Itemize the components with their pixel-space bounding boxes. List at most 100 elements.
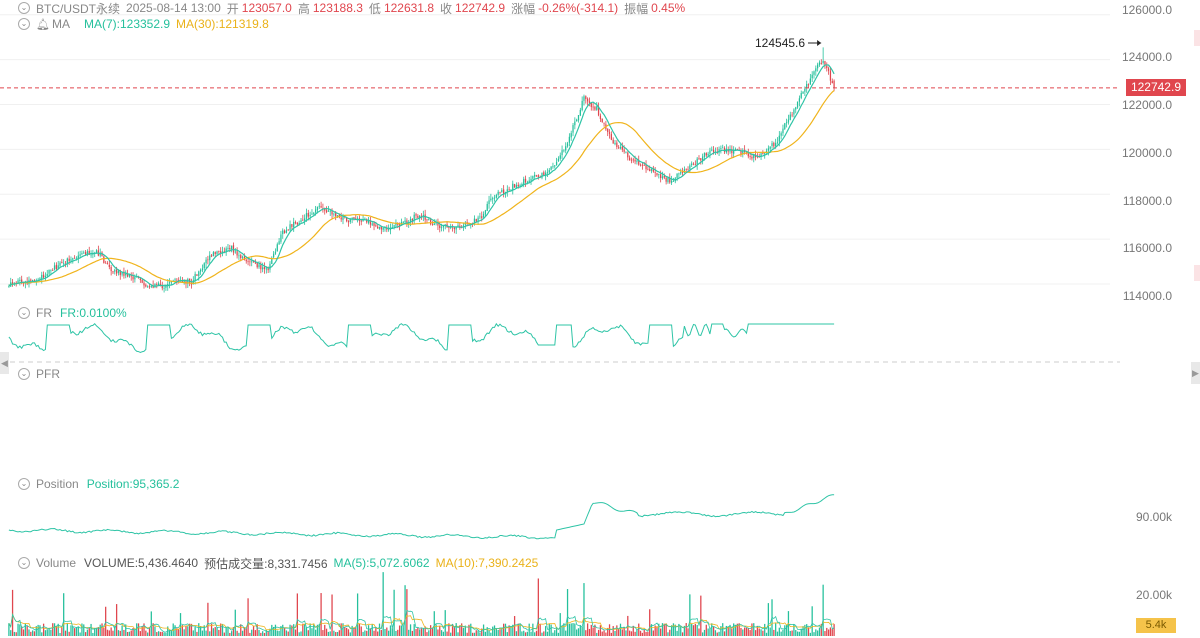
scroll-left-icon[interactable]: ◀ xyxy=(0,352,9,374)
chevron-down-icon[interactable]: ⌄ xyxy=(18,307,30,319)
volume-bar xyxy=(678,623,680,636)
volume-bar xyxy=(495,628,497,636)
volume-bar xyxy=(437,629,439,636)
volume-value: VOLUME:5,436.4640 xyxy=(84,556,199,570)
candle-body xyxy=(265,268,267,270)
volume-bar xyxy=(165,632,167,636)
volume-bar xyxy=(150,611,152,636)
candle-body xyxy=(818,62,821,65)
candle-body xyxy=(621,146,623,150)
volume-bar xyxy=(88,627,90,636)
candle-body xyxy=(156,283,158,285)
volume-bar xyxy=(125,624,127,636)
candle-body xyxy=(720,148,722,149)
chevron-down-icon[interactable]: ⌄ xyxy=(18,478,30,490)
volume-bar xyxy=(638,623,640,636)
volume-bar xyxy=(19,624,21,636)
volume-bar xyxy=(526,631,529,636)
volume-bar xyxy=(48,628,50,636)
bell-icon[interactable]: 🔔︎ xyxy=(36,18,50,31)
candle-body xyxy=(793,109,795,115)
volume-bar xyxy=(765,632,768,636)
volume-bar xyxy=(716,632,718,636)
volume-bar xyxy=(313,623,315,636)
volume-bar xyxy=(743,627,746,636)
candle-body xyxy=(285,230,288,233)
candle-body xyxy=(656,173,658,175)
volume-bar xyxy=(227,627,229,636)
candle-body xyxy=(634,159,636,162)
volume-bar xyxy=(534,632,536,636)
volume-bar xyxy=(492,626,494,636)
volume-bar xyxy=(402,627,404,636)
candle-body xyxy=(324,208,326,211)
volume-bar xyxy=(143,623,145,636)
volume-bar xyxy=(428,630,430,636)
price-tick: 122000.0 xyxy=(1121,98,1172,112)
volume-bar xyxy=(22,629,25,636)
volume-bar xyxy=(159,631,162,636)
candle-body xyxy=(800,93,802,98)
volume-bar xyxy=(391,628,393,636)
candle-body xyxy=(353,217,355,219)
candle-body xyxy=(661,176,664,179)
candle-body xyxy=(734,149,737,150)
volume-bar xyxy=(738,623,740,636)
volume-bar xyxy=(829,627,832,636)
pfr-header: ⌄ PFR xyxy=(18,366,68,382)
change-value: -0.26%(-314.1) xyxy=(538,1,619,15)
candle-body xyxy=(194,273,196,280)
volume-bar xyxy=(199,625,202,636)
pfr-label: PFR xyxy=(36,367,60,381)
candle-body xyxy=(537,175,539,177)
volume-bar xyxy=(351,625,353,636)
volume-bar xyxy=(714,630,717,636)
volume-bars[interactable] xyxy=(8,572,835,636)
volume-bar xyxy=(90,623,92,636)
volume-bar xyxy=(488,629,490,636)
candle-body xyxy=(300,220,302,223)
candle-body xyxy=(477,217,479,222)
scroll-right-icon[interactable]: ▶ xyxy=(1191,362,1200,384)
volume-bar xyxy=(17,623,19,636)
volume-current-tag: 5.4k xyxy=(1136,618,1176,633)
candle-body xyxy=(346,217,348,222)
candlestick-series[interactable] xyxy=(8,47,835,293)
volume-bar xyxy=(636,629,638,636)
volume-bar xyxy=(493,625,496,636)
candle-body xyxy=(331,211,333,215)
volume-bar xyxy=(50,629,52,636)
volume-bar xyxy=(650,624,653,636)
candle-body xyxy=(826,65,828,69)
chevron-down-icon[interactable]: ⌄ xyxy=(18,368,30,380)
volume-bar xyxy=(247,598,249,636)
volume-bar xyxy=(639,630,642,636)
volume-bar xyxy=(386,627,388,636)
candle-body xyxy=(508,189,510,191)
candle-body xyxy=(413,214,415,221)
chevron-down-icon[interactable]: ⌄ xyxy=(18,557,30,569)
candle-body xyxy=(574,121,576,126)
candle-body xyxy=(583,96,585,101)
candle-body xyxy=(649,169,651,172)
candle-body xyxy=(335,213,337,217)
candle-body xyxy=(453,227,455,230)
volume-bar xyxy=(610,632,613,636)
candle-body xyxy=(33,279,36,281)
chevron-down-icon[interactable]: ⌄ xyxy=(18,18,30,30)
candle-body xyxy=(822,61,824,63)
volume-bar xyxy=(375,627,377,636)
volume-bar xyxy=(64,630,67,636)
candle-body xyxy=(329,210,331,212)
price-tick: 118000.0 xyxy=(1122,194,1172,208)
volume-bar xyxy=(305,627,308,636)
candle-body xyxy=(216,251,218,254)
chevron-down-icon[interactable]: ⌄ xyxy=(18,2,30,14)
volume-bar xyxy=(145,630,147,636)
volume-bar xyxy=(218,629,220,636)
volume-bar xyxy=(623,627,625,636)
volume-bar xyxy=(809,632,811,636)
volume-bar xyxy=(594,624,596,636)
candle-body xyxy=(304,218,306,221)
